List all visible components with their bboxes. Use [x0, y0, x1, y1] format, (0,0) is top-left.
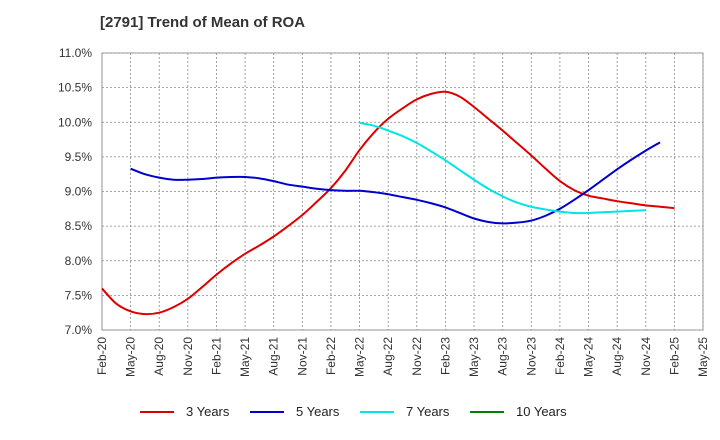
- legend-label: 7 Years: [406, 404, 450, 419]
- y-tick-label: 9.5%: [65, 150, 93, 164]
- x-tick-label: Feb-20: [95, 337, 109, 375]
- legend-swatch: [250, 410, 284, 413]
- series-lines: [101, 90, 675, 316]
- x-tick-label: May-25: [696, 337, 710, 377]
- legend-item: 3 Years: [140, 404, 250, 419]
- x-tick-label: Nov-23: [524, 337, 538, 376]
- legend-item: 7 Years: [360, 404, 470, 419]
- x-tick-label: Nov-20: [181, 337, 195, 376]
- legend-label: 5 Years: [296, 404, 340, 419]
- legend-label: 10 Years: [516, 404, 567, 419]
- y-tick-label: 10.5%: [58, 81, 92, 95]
- x-tick-label: Aug-23: [496, 337, 510, 376]
- x-tick-label: Feb-25: [667, 337, 681, 375]
- legend-swatch: [140, 410, 174, 413]
- x-tick-label: Feb-23: [438, 337, 452, 375]
- axes: Feb-20 May-20 Aug-20 Nov-20 Feb-21 May-21 Aug-…: [58, 46, 710, 377]
- series-line-3-years: [101, 90, 675, 316]
- legend-swatch: [360, 410, 394, 413]
- y-tick-label: 11.0%: [59, 46, 92, 60]
- grid: [101, 52, 704, 331]
- legend-label: 3 Years: [186, 404, 230, 419]
- x-tick-label: May-21: [238, 337, 252, 377]
- legend: 3 Years 5 Years 7 Years 10 Years: [0, 404, 720, 419]
- x-tick-label: May-24: [582, 337, 596, 377]
- x-tick-label: Aug-21: [267, 337, 281, 376]
- x-tick-label: Feb-21: [209, 337, 223, 375]
- x-tick-label: Nov-22: [410, 337, 424, 376]
- x-tick-label: May-20: [124, 337, 138, 377]
- y-tick-label: 8.0%: [65, 254, 93, 268]
- y-tick-label: 7.5%: [65, 288, 93, 302]
- x-tick-label: May-22: [353, 337, 367, 377]
- x-tick-label: Aug-22: [381, 337, 395, 376]
- y-tick-label: 9.0%: [65, 185, 93, 199]
- x-tick-label: Feb-24: [553, 337, 567, 375]
- x-tick-label: May-23: [467, 337, 481, 377]
- legend-swatch: [470, 410, 504, 413]
- y-tick-label: 10.0%: [58, 115, 92, 129]
- chart-title: [2791] Trend of Mean of ROA: [100, 14, 306, 31]
- legend-item: 10 Years: [470, 404, 580, 419]
- series-line-5-years: [130, 141, 661, 225]
- x-tick-label: Aug-20: [152, 337, 166, 376]
- x-tick-label: Nov-21: [295, 337, 309, 376]
- legend-item: 5 Years: [250, 404, 360, 419]
- x-tick-label: Aug-24: [610, 337, 624, 376]
- series-line-7-years: [359, 121, 646, 215]
- x-tick-label: Feb-22: [324, 337, 338, 375]
- x-tick-label: Nov-24: [639, 337, 653, 376]
- y-tick-label: 8.5%: [65, 219, 93, 233]
- y-tick-label: 7.0%: [65, 323, 93, 337]
